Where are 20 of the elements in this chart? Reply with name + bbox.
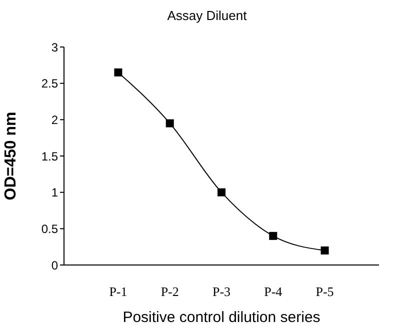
y-tick-label: 3: [51, 40, 58, 54]
x-tick-label: P-4: [264, 284, 283, 300]
y-tick-label: 2: [51, 112, 58, 127]
x-tick-label: P-3: [212, 284, 231, 300]
point: [320, 246, 329, 254]
y-tick-label: 0.5: [41, 222, 58, 236]
y-tick-label: 1: [51, 186, 58, 200]
x-axis-title: Positive control dilution series: [122, 309, 320, 326]
y-tick-label: 2.5: [41, 76, 58, 91]
x-tick-label: P-1: [109, 284, 128, 300]
point: [114, 68, 122, 76]
y-axis-title: OD=450 nm: [2, 112, 20, 200]
chart-title: Assay Diluent: [166, 8, 248, 23]
x-tick-label: P-5: [316, 284, 334, 300]
point: [269, 232, 278, 240]
point: [218, 188, 226, 196]
point: [166, 119, 174, 128]
y-tick-label: 1.5: [41, 149, 58, 164]
y-tick-label: 0: [51, 258, 58, 272]
x-tick-label: P-2: [160, 284, 179, 300]
